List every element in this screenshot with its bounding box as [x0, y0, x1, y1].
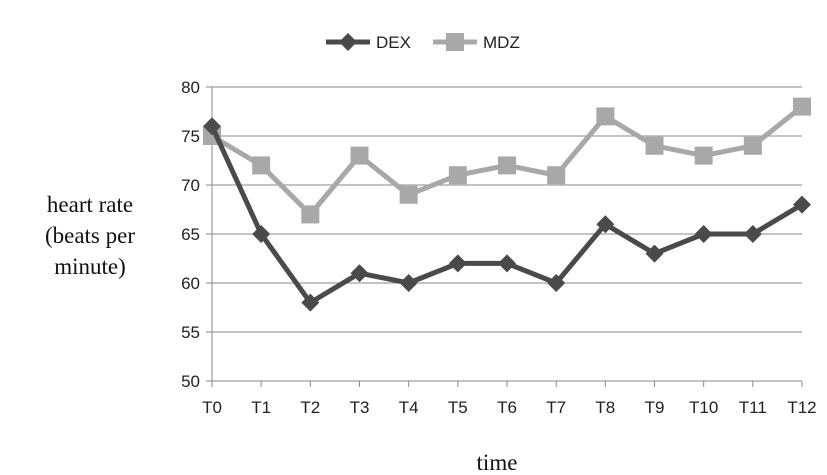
- point-mdz-T2: [301, 205, 320, 224]
- point-mdz-T3: [350, 146, 369, 165]
- legend-item-mdz: MDZ: [433, 33, 520, 52]
- x-tick-label-T7: T7: [546, 398, 566, 417]
- series-mdz: [203, 97, 811, 224]
- gridlines: [212, 86, 802, 333]
- x-axis-title: time: [477, 450, 518, 475]
- point-dex-T2: [301, 293, 320, 312]
- y-tick-labels: 50 55 60 65 70 75 80: [181, 78, 200, 391]
- legend-label-mdz: MDZ: [483, 33, 520, 52]
- point-mdz-T7: [547, 166, 566, 185]
- x-tick-labels: T0 T1 T2 T3 T4 T5 T6 T7 T8 T9 T10 T11 T12: [202, 398, 817, 417]
- x-tick-label-T9: T9: [645, 398, 665, 417]
- y-tick-label-60: 60: [181, 274, 200, 293]
- y-axis-title: heart rate (beats per minute): [45, 192, 135, 279]
- y-axis-title-line-3: minute): [54, 254, 126, 279]
- legend: DEX MDZ: [326, 33, 520, 52]
- point-mdz-T8: [596, 107, 615, 126]
- x-tick-label-T10: T10: [689, 398, 718, 417]
- point-mdz-T12: [793, 97, 811, 116]
- point-dex-T10: [694, 225, 713, 243]
- legend-marker-mdz: [446, 33, 464, 51]
- point-dex-T6: [498, 254, 516, 273]
- x-tick-label-T12: T12: [787, 398, 816, 417]
- x-tick-label-T1: T1: [251, 398, 271, 417]
- x-tick-label-T8: T8: [595, 398, 615, 417]
- legend-label-dex: DEX: [376, 33, 411, 52]
- x-tick-label-T11: T11: [739, 398, 767, 417]
- x-tick-label-T2: T2: [300, 398, 320, 417]
- legend-item-dex: DEX: [326, 33, 411, 52]
- point-dex-T11: [743, 225, 762, 243]
- point-dex-T7: [547, 274, 566, 292]
- point-mdz-T4: [399, 185, 418, 204]
- y-tick-label-50: 50: [181, 372, 200, 391]
- x-tick-label-T4: T4: [399, 398, 419, 417]
- point-mdz-T9: [645, 136, 664, 155]
- x-tick-label-T3: T3: [350, 398, 370, 417]
- y-tick-label-75: 75: [181, 127, 200, 146]
- series-layer: [203, 97, 811, 312]
- y-tick-label-80: 80: [181, 78, 200, 97]
- point-dex-T12: [793, 195, 811, 214]
- x-tick-label-T0: T0: [202, 398, 222, 417]
- x-tick-label-T5: T5: [448, 398, 468, 417]
- y-axis-title-line-2: (beats per: [45, 223, 135, 248]
- point-mdz-T10: [694, 146, 713, 165]
- y-tick-label-65: 65: [181, 225, 200, 244]
- point-dex-T0: [203, 117, 221, 136]
- point-dex-T1: [252, 225, 271, 243]
- point-dex-T8: [596, 215, 615, 234]
- axes: [206, 86, 803, 387]
- y-tick-label-70: 70: [181, 176, 200, 195]
- point-dex-T4: [399, 274, 418, 292]
- point-mdz-T6: [498, 156, 516, 175]
- point-mdz-T5: [448, 166, 467, 185]
- y-axis-title-line-1: heart rate: [47, 192, 133, 217]
- series-dex: [203, 117, 811, 312]
- x-tick-label-T6: T6: [497, 398, 517, 417]
- point-dex-T9: [645, 244, 664, 263]
- point-dex-T5: [448, 254, 467, 273]
- point-mdz-T11: [743, 136, 762, 155]
- point-dex-T3: [350, 264, 369, 283]
- legend-marker-dex: [339, 33, 357, 51]
- point-mdz-T1: [252, 156, 271, 175]
- y-tick-label-55: 55: [181, 323, 200, 342]
